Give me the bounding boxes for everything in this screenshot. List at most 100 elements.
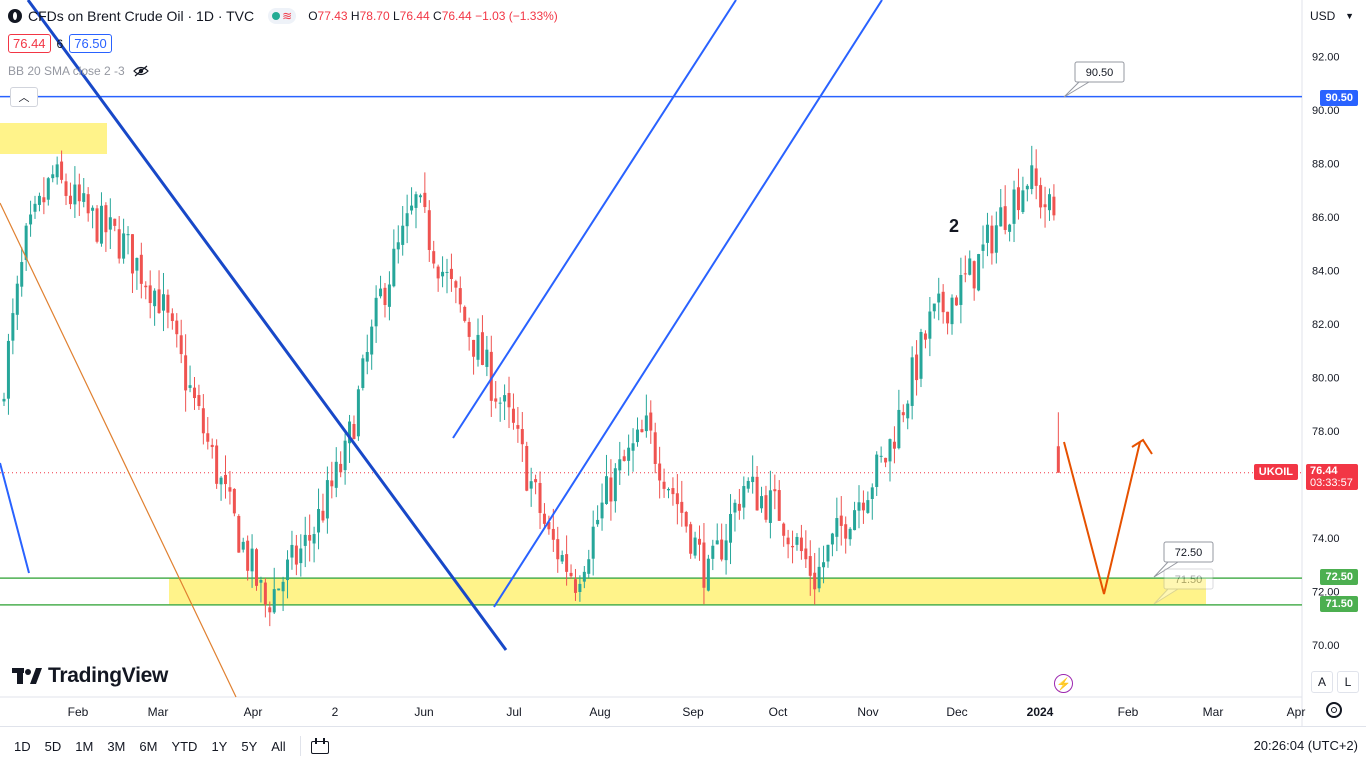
- currency-label: USD: [1310, 9, 1336, 23]
- range-button-ytd[interactable]: YTD: [171, 738, 198, 754]
- candle-body: [985, 224, 989, 243]
- candle-body: [755, 476, 759, 511]
- candle-body: [720, 539, 724, 560]
- candle-body: [361, 358, 365, 388]
- collapse-legend-button[interactable]: ︿: [10, 87, 38, 107]
- currency-selector[interactable]: USD ▼: [1306, 6, 1358, 26]
- symbol-title[interactable]: CFDs on Brent Crude Oil · 1D · TVC: [28, 8, 255, 24]
- range-button-1d[interactable]: 1D: [14, 738, 31, 754]
- candle-body: [578, 583, 582, 593]
- candle-body: [454, 281, 458, 288]
- close-label: C: [433, 9, 442, 23]
- sell-price-button[interactable]: 76.44: [8, 34, 51, 53]
- candle-body: [1052, 196, 1056, 216]
- candle-body: [197, 395, 201, 407]
- x-tick-label: 2: [332, 705, 339, 719]
- candle-body: [294, 545, 298, 565]
- candle-body: [746, 480, 750, 489]
- chevron-up-icon: ︿: [18, 92, 30, 104]
- candle-body: [556, 539, 560, 560]
- wave-icon: ≋: [282, 9, 293, 23]
- change-value: −1.03 (−1.33%): [475, 9, 558, 23]
- y-tick-label: 78.00: [1312, 426, 1340, 438]
- settings-gear-icon[interactable]: [1326, 702, 1342, 718]
- low-value: 76.44: [399, 9, 430, 23]
- candle-body: [281, 581, 285, 592]
- candle-body: [175, 320, 179, 335]
- candle-body: [303, 534, 307, 546]
- candle-body: [653, 432, 657, 464]
- channel-line-lower: [493, 0, 883, 608]
- candle-body: [959, 274, 963, 305]
- candle-body: [565, 554, 569, 572]
- candle-body: [963, 273, 967, 275]
- candle-body: [1008, 224, 1012, 232]
- candle-body: [906, 403, 910, 419]
- orange-trend-line: [0, 202, 237, 698]
- hidden-eye-icon[interactable]: [132, 65, 149, 77]
- symbol-logo-icon: [8, 9, 22, 23]
- candle-body: [835, 518, 839, 537]
- range-button-all[interactable]: All: [271, 738, 286, 754]
- candle-body: [884, 457, 888, 463]
- candle-body: [370, 326, 374, 355]
- candle-body: [587, 559, 591, 574]
- log-scale-button[interactable]: L: [1337, 671, 1359, 693]
- candle-body: [192, 387, 196, 399]
- indicator-label[interactable]: BB 20 SMA close 2 -3: [8, 64, 125, 78]
- candle-body: [343, 440, 347, 471]
- candle-body: [879, 455, 883, 457]
- auto-scale-button[interactable]: A: [1311, 671, 1333, 693]
- price-callout[interactable]: 90.50: [1063, 61, 1125, 98]
- lightning-icon[interactable]: ⚡: [1054, 674, 1073, 693]
- x-tick-label: Feb: [1118, 705, 1139, 719]
- last-price-tag: 76.44 03:33:57: [1306, 464, 1358, 490]
- candle-body: [157, 289, 161, 314]
- range-button-1y[interactable]: 1Y: [211, 738, 228, 754]
- price-callout[interactable]: 71.50: [1153, 568, 1214, 605]
- x-tick-label: Apr: [1287, 705, 1306, 719]
- market-status-badge[interactable]: ≋: [268, 8, 297, 24]
- candle-body: [60, 161, 64, 180]
- channel-line-upper: [452, 0, 737, 439]
- callout-label: 72.50: [1175, 547, 1203, 559]
- candle-body: [414, 194, 418, 208]
- candle-body: [126, 234, 130, 236]
- level-tag-low: 71.50: [1320, 596, 1358, 612]
- candle-body: [631, 443, 635, 451]
- tradingview-logo[interactable]: TradingView: [12, 664, 168, 688]
- candle-body: [680, 501, 684, 513]
- date-range-calendar-icon[interactable]: [310, 738, 331, 754]
- candle-body: [392, 248, 396, 287]
- range-button-5y[interactable]: 5Y: [241, 738, 258, 754]
- open-value: 77.43: [317, 9, 348, 23]
- range-button-6m[interactable]: 6M: [139, 738, 158, 754]
- candle-body: [321, 510, 325, 521]
- candle-body: [365, 352, 369, 362]
- candle-body: [1043, 204, 1047, 208]
- callout-box: [1163, 541, 1214, 563]
- candle-body: [410, 205, 414, 211]
- candle-body: [401, 225, 405, 245]
- x-tick-label: Aug: [589, 705, 610, 719]
- range-button-1m[interactable]: 1M: [75, 738, 94, 754]
- callout-label: 90.50: [1086, 67, 1114, 79]
- candle-body: [184, 355, 188, 391]
- candle-body: [427, 210, 431, 250]
- candle-body: [618, 459, 622, 471]
- y-tick-label: 80.00: [1312, 373, 1340, 385]
- range-button-5d[interactable]: 5D: [44, 738, 62, 754]
- buy-price-button[interactable]: 76.50: [69, 34, 112, 53]
- spread-value: 6: [56, 36, 64, 51]
- candle-body: [742, 486, 746, 508]
- candle-body: [875, 454, 879, 487]
- close-value: 76.44: [441, 9, 472, 23]
- price-callout[interactable]: 72.50: [1153, 541, 1214, 578]
- candle-body: [15, 283, 19, 315]
- y-tick-label: 72.00: [1312, 587, 1340, 599]
- candle-body: [432, 251, 436, 264]
- clock-timezone[interactable]: 20:26:04 (UTC+2): [1253, 738, 1358, 753]
- range-button-3m[interactable]: 3M: [107, 738, 126, 754]
- x-tick-label: 2024: [1027, 705, 1054, 719]
